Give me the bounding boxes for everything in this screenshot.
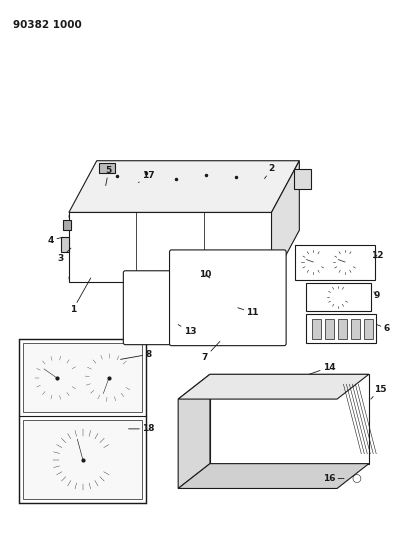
- Polygon shape: [337, 319, 346, 338]
- Polygon shape: [294, 168, 311, 189]
- Text: 5: 5: [105, 166, 111, 185]
- Text: 2: 2: [264, 164, 274, 179]
- Ellipse shape: [227, 387, 294, 451]
- Text: 16: 16: [322, 474, 343, 483]
- Polygon shape: [178, 374, 368, 399]
- Polygon shape: [19, 340, 146, 503]
- Polygon shape: [98, 163, 114, 173]
- Text: 7: 7: [201, 342, 220, 362]
- Polygon shape: [217, 333, 225, 338]
- FancyBboxPatch shape: [37, 424, 128, 495]
- Polygon shape: [194, 333, 202, 338]
- Polygon shape: [23, 343, 142, 412]
- FancyBboxPatch shape: [123, 271, 213, 345]
- Polygon shape: [305, 283, 370, 311]
- Polygon shape: [324, 319, 333, 338]
- Text: 13: 13: [178, 325, 196, 336]
- Polygon shape: [182, 333, 190, 338]
- Text: 6: 6: [376, 324, 389, 333]
- Text: 1: 1: [70, 278, 91, 314]
- Polygon shape: [209, 374, 368, 464]
- Text: 11: 11: [237, 308, 258, 317]
- Polygon shape: [69, 161, 298, 212]
- Polygon shape: [63, 220, 71, 230]
- Text: 12: 12: [370, 251, 382, 260]
- Polygon shape: [271, 161, 298, 282]
- Text: 90382 1000: 90382 1000: [13, 20, 82, 30]
- Text: 18: 18: [128, 424, 154, 433]
- Text: 8: 8: [120, 350, 151, 359]
- Polygon shape: [172, 329, 267, 342]
- Polygon shape: [311, 319, 320, 338]
- Polygon shape: [363, 319, 372, 338]
- Ellipse shape: [295, 393, 346, 445]
- Polygon shape: [23, 420, 142, 499]
- Text: 4: 4: [48, 236, 63, 245]
- Text: 14: 14: [309, 363, 335, 374]
- Polygon shape: [229, 333, 237, 338]
- Text: 9: 9: [373, 292, 379, 300]
- Text: 3: 3: [58, 248, 71, 263]
- Polygon shape: [205, 333, 213, 338]
- Polygon shape: [253, 333, 261, 338]
- Polygon shape: [69, 212, 271, 282]
- Text: 17: 17: [138, 171, 154, 183]
- Polygon shape: [305, 314, 375, 343]
- Polygon shape: [178, 374, 209, 488]
- Text: 10: 10: [198, 270, 211, 279]
- Polygon shape: [294, 245, 374, 280]
- Text: 15: 15: [370, 385, 385, 399]
- Polygon shape: [350, 319, 359, 338]
- FancyBboxPatch shape: [75, 351, 143, 405]
- FancyBboxPatch shape: [169, 250, 286, 346]
- Polygon shape: [178, 464, 368, 488]
- FancyBboxPatch shape: [24, 353, 89, 402]
- Polygon shape: [61, 237, 69, 252]
- Polygon shape: [241, 333, 249, 338]
